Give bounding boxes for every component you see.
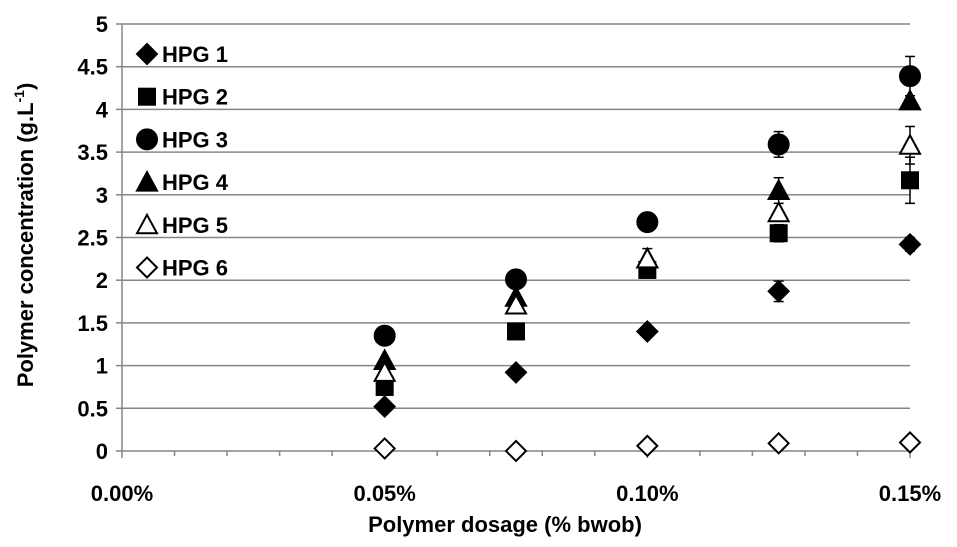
legend-marker-hpg-1 [135,42,159,66]
x-tick-label: 0.00% [91,481,153,506]
y-axis-title-end: ) [13,83,38,90]
x-tick-label: 0.10% [616,481,678,506]
point-hpg-5 [898,133,922,155]
legend-label-hpg-2: HPG 2 [162,85,228,110]
point-hpg-6 [635,434,659,458]
y-tick-label: 3 [96,183,108,208]
y-tick-label: 1 [96,354,108,379]
point-hpg-6 [504,439,528,463]
point-hpg-2 [901,171,919,190]
y-axis-title-superscript: -1 [11,90,27,103]
y-tick-label: 5 [96,12,108,37]
x-axis-title: Polymer dosage (% bwob) [368,512,642,537]
x-tick-labels: 0.00% 0.05% 0.10% 0.15% [91,481,941,506]
gridlines [122,23,910,410]
y-tick-label: 1.5 [77,311,108,336]
point-hpg-5 [504,292,528,315]
axes [116,23,911,458]
y-tick-label: 0.5 [77,396,108,421]
point-hpg-6 [898,431,922,454]
legend-marker-hpg-3 [136,128,158,151]
point-hpg-2 [507,322,525,341]
y-tick-labels: 0 0.5 1 1.5 2 2.5 3 3.5 4 4.5 5 [77,12,108,464]
point-hpg-5 [766,200,791,223]
y-tick-label: 2.5 [77,226,108,251]
x-tick-label: 0.15% [879,481,941,506]
point-hpg-3 [373,324,396,347]
y-axis-title: Polymer concentration (g.L-1) [11,83,38,388]
point-hpg-1 [373,395,397,419]
legend-label-hpg-4: HPG 4 [162,170,229,195]
point-hpg-1 [635,320,659,343]
legend: HPG 1 HPG 2 HPG 3 HPG 4 HPG 5 HPG 6 [135,42,229,281]
y-tick-label: 4.5 [77,55,108,80]
legend-marker-hpg-4 [135,169,159,192]
point-hpg-4 [766,178,791,201]
legend-label-hpg-3: HPG 3 [162,127,228,152]
legend-marker-hpg-6 [135,256,159,279]
legend-marker-hpg-5 [135,212,159,235]
legend-label-hpg-1: HPG 1 [162,42,228,67]
legend-label-hpg-6: HPG 6 [162,256,228,281]
legend-marker-hpg-2 [138,87,156,106]
point-hpg-1 [767,279,791,303]
y-tick-label: 0 [96,439,108,464]
point-hpg-4 [898,88,922,111]
point-hpg-2 [769,224,788,243]
legend-label-hpg-5: HPG 5 [162,213,228,238]
point-hpg-6 [373,437,397,460]
x-tick-label: 0.05% [353,481,415,506]
y-tick-label: 4 [96,97,109,122]
point-hpg-6 [767,431,791,455]
point-hpg-1 [898,232,922,256]
point-hpg-3 [767,133,790,156]
point-hpg-1 [504,361,528,384]
y-tick-label: 2 [96,268,108,293]
point-hpg-3 [636,211,659,234]
point-hpg-5 [635,246,660,269]
y-tick-label: 3.5 [77,140,108,165]
data-points [372,65,922,463]
point-hpg-5 [372,360,397,382]
point-hpg-3 [899,65,921,88]
